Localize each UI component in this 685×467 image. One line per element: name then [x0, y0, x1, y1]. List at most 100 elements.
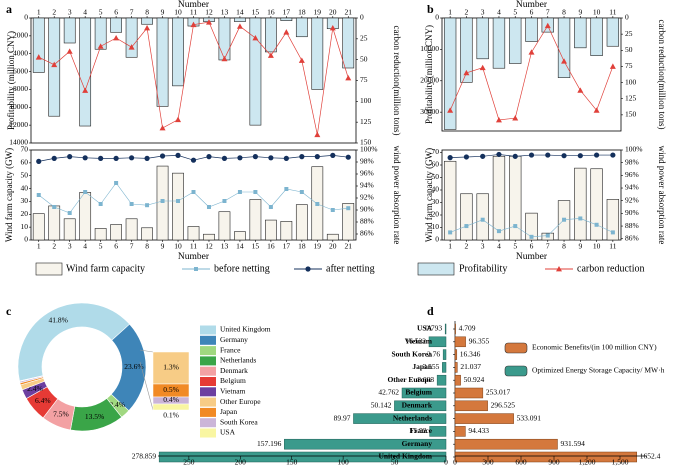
a-bottom-capacity-bar: [63, 218, 76, 241]
b-top-y2-tick-label: 25: [625, 29, 633, 38]
a-bottom-after-point: [345, 154, 351, 160]
b-bottom-after-point: [545, 152, 551, 158]
a-bottom-x-axis-title: Number: [178, 252, 210, 262]
b-bottom-before-point: [448, 230, 453, 235]
a-top-carbon-point: [345, 75, 352, 81]
econ-bar: [454, 400, 488, 412]
a-bottom-before-point: [114, 181, 119, 185]
a-top-profit-bar: [63, 17, 76, 44]
b-top-y2-tick-label: 0: [625, 13, 629, 22]
a-bottom-y2-tick-label: 100%: [360, 145, 378, 154]
b-top-carbon-point: [463, 69, 470, 76]
b-top-carbon-point: [479, 64, 486, 71]
b-bottom-before-point: [610, 230, 615, 235]
a-bottom-x-tick-label: 13: [221, 242, 229, 251]
b-bottom-before-point: [578, 216, 583, 221]
a-top-profit-bar: [79, 17, 92, 127]
a-bottom-before-point: [206, 205, 211, 209]
b-top-y-tick-label: 20000: [420, 75, 439, 84]
econ-bar: [454, 374, 461, 386]
b-bottom-after-point: [512, 153, 518, 159]
a-top-x-tick-label: 11: [190, 8, 197, 17]
legend-capacity-label: Wind farm capacity: [66, 263, 145, 274]
b-top-y2-tick-label: 75: [625, 61, 633, 70]
econ-value-label: 94.433: [468, 426, 489, 435]
a-bottom-after-point: [252, 154, 259, 160]
legend-storage-swatch: [504, 365, 528, 377]
a-bottom-y2-tick-label: 90%: [360, 205, 374, 214]
b-bottom-y-tick-label: 0: [435, 235, 439, 244]
econ-value-label: 533.091: [517, 413, 542, 422]
a-top-y-tick-label: 14000: [9, 138, 28, 147]
panel-label-b: b: [427, 2, 434, 16]
donut-legend-label: Other Europe: [220, 397, 261, 406]
legend-before-label: before netting: [214, 263, 270, 274]
a-bottom-x-tick-label: 7: [130, 242, 134, 251]
b-bottom-before-point: [480, 217, 485, 222]
a-top-profit-bar: [94, 17, 107, 50]
b-top-carbon-point: [528, 49, 535, 55]
a-top-profit-bar: [249, 17, 262, 126]
b-bottom-after-point: [528, 152, 535, 158]
a-bottom-capacity-bar: [94, 228, 107, 241]
storage-value-label: 2.76: [427, 349, 440, 358]
a-bottom-before-point: [67, 211, 72, 215]
a-top-x-tick-label: 15: [252, 8, 260, 17]
b-bottom-after-point: [610, 152, 616, 158]
a-top-profit-bar: [280, 17, 293, 21]
storage-bar: [436, 374, 447, 386]
a-top-carbon-point: [128, 44, 135, 50]
b-bottom-after-point: [447, 155, 453, 161]
b-bottom-y-tick-label: 60: [432, 160, 440, 169]
a-top-x-tick-label: 1: [37, 8, 41, 17]
country-label: Germany: [402, 439, 433, 448]
donut-legend-swatch: [200, 387, 216, 397]
b-bottom-capacity-bar: [443, 160, 457, 241]
a-top-carbon-point: [205, 19, 212, 25]
econ-value-label: 253.017: [486, 388, 511, 397]
b-bottom-after-point: [577, 153, 583, 159]
a-bottom-capacity-bar: [125, 218, 138, 241]
country-label: France: [410, 426, 433, 435]
a-bottom-capacity-bar: [32, 213, 45, 241]
a-bottom-y-tick-label: 40: [21, 183, 29, 192]
breakout-label: 0.4%: [163, 395, 179, 404]
a-bottom-y2-tick-label: 98%: [360, 157, 374, 166]
a-bottom-after-point: [98, 155, 104, 161]
a-bottom-after-point: [159, 153, 166, 159]
storage-value-label: 50.142: [371, 401, 392, 410]
a-top-profit-bar: [125, 17, 138, 58]
d-x-tick-label: 900: [548, 458, 560, 467]
b-bottom-before-point: [562, 217, 567, 222]
legend-econ-label: Economic Benefits/(in 100 million CNY): [532, 343, 657, 352]
storage-value-label: 89.97: [334, 413, 351, 422]
a-bottom-x-tick-label: 12: [205, 242, 213, 251]
donut-legend-swatch: [200, 418, 216, 428]
a-top-y-tick-label: 2000: [13, 31, 28, 40]
a-bottom-capacity-bar: [203, 233, 215, 241]
b-top-x-tick-label: 4: [497, 8, 501, 17]
a-bottom-x-tick-label: 8: [145, 242, 149, 251]
b-top-profit-bar: [525, 17, 538, 42]
breakout-connector: [139, 349, 154, 353]
b-top-x-tick-label: 6: [530, 8, 534, 17]
storage-x-tick-label: 0: [444, 458, 448, 467]
donut-legend-swatch: [200, 346, 216, 356]
a-bottom-x-tick-label: 17: [283, 242, 291, 251]
a-top-x-tick-label: 21: [345, 8, 353, 17]
econ-value-label: 1652.4: [640, 452, 661, 461]
b-bottom-capacity-bar: [476, 193, 489, 241]
a-top-x-tick-label: 16: [267, 8, 275, 17]
a-bottom-after-point: [330, 152, 336, 158]
a-bottom-y-tick-label: 0: [24, 235, 28, 244]
a-top-y-axis-title: Profitability (million CNY): [6, 31, 16, 130]
a-bottom-before-point: [98, 202, 103, 206]
a-bottom-after-point: [299, 154, 305, 160]
storage-value-label: 42.762: [378, 388, 399, 397]
a-bottom-before-point: [222, 199, 227, 203]
a-top-carbon-point: [35, 54, 42, 60]
donut-legend-swatch: [200, 407, 216, 417]
b-bottom-x-tick-label: 6: [530, 242, 534, 251]
a-top-carbon-point: [144, 25, 151, 31]
a-top-profit-bar: [311, 17, 324, 90]
